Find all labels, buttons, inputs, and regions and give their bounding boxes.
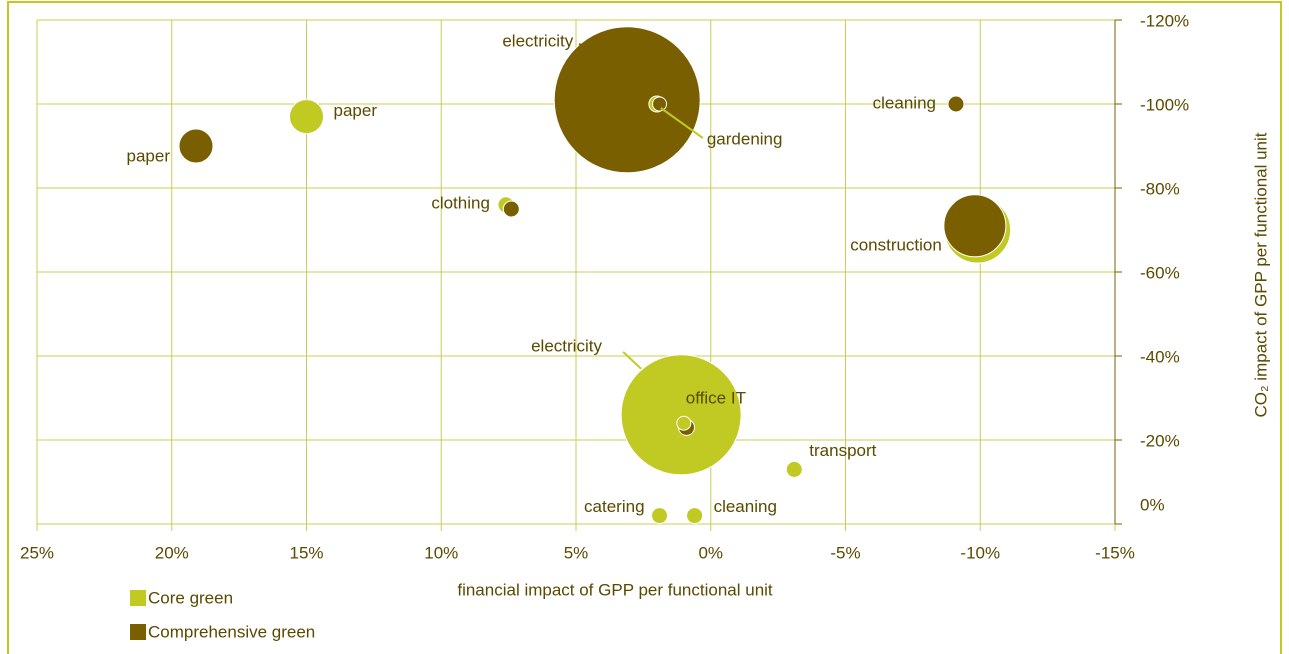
- leader-line: [578, 43, 598, 61]
- point-label: electricity: [502, 31, 573, 50]
- bubble: [620, 354, 742, 476]
- point-label: cleaning: [714, 497, 777, 516]
- x-tick-label: -15%: [1095, 543, 1135, 562]
- point-label: gardening: [707, 129, 783, 148]
- y-tick-label: -100%: [1140, 95, 1189, 114]
- bubble: [785, 460, 803, 478]
- x-axis-label: financial impact of GPP per functional u…: [457, 580, 773, 599]
- bubble: [652, 96, 668, 112]
- y-axis-label: CO₂ impact of GPP per functional unit: [1251, 132, 1270, 417]
- bubble: [502, 200, 520, 218]
- legend-label: Core green: [148, 588, 233, 607]
- x-tick-label: 15%: [289, 543, 323, 562]
- y-tick-label: 0%: [1140, 495, 1165, 514]
- y-tick-label: -80%: [1140, 179, 1180, 198]
- y-tick-label: -60%: [1140, 263, 1180, 282]
- point-label: catering: [584, 497, 644, 516]
- x-tick-label: 0%: [698, 543, 723, 562]
- frame: [7, 1, 1282, 654]
- x-tick-label: -5%: [830, 543, 860, 562]
- bubble: [676, 415, 692, 431]
- leader-line: [622, 351, 642, 370]
- y-tick-label: -20%: [1140, 431, 1180, 450]
- x-tick-label: 20%: [155, 543, 189, 562]
- legend-swatch: [130, 590, 146, 606]
- bubble: [947, 95, 965, 113]
- bubble: [651, 507, 669, 525]
- x-tick-label: 10%: [424, 543, 458, 562]
- x-tick-label: 5%: [564, 543, 589, 562]
- x-tick-label: -10%: [960, 543, 1000, 562]
- bubble: [943, 194, 1007, 258]
- y-tick-label: -120%: [1140, 11, 1189, 30]
- legend-label: Comprehensive green: [148, 622, 315, 641]
- point-label: paper: [127, 146, 171, 165]
- point-label: electricity: [531, 336, 602, 355]
- legend-swatch: [130, 624, 146, 640]
- point-label: transport: [809, 441, 876, 460]
- bubble: [178, 128, 214, 164]
- x-tick-label: 25%: [20, 543, 54, 562]
- point-label: cleaning: [873, 93, 936, 112]
- y-tick-label: -40%: [1140, 347, 1180, 366]
- leader-line: [660, 107, 704, 139]
- point-label: paper: [334, 101, 378, 120]
- point-label: clothing: [431, 193, 490, 212]
- bubble: [553, 26, 701, 174]
- point-label: office IT: [686, 389, 746, 408]
- bubble: [289, 99, 324, 135]
- bubble: [686, 507, 704, 525]
- point-label: construction: [850, 235, 942, 254]
